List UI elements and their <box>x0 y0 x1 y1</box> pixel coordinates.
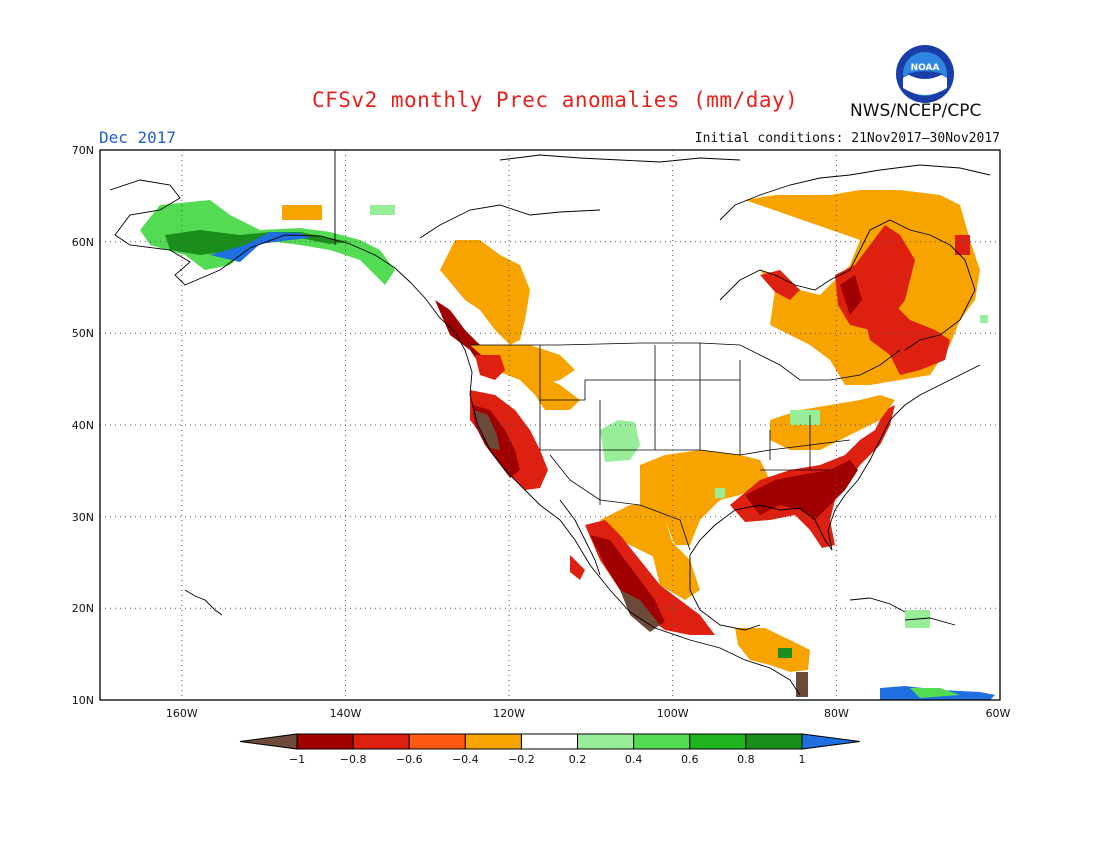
political-borders <box>470 342 901 551</box>
colorbar-tick-label: −1 <box>289 753 305 766</box>
colorbar: −1 −0.8 −0.6 −0.4 −0.2 0.2 0.4 0.6 0.8 1 <box>239 733 861 766</box>
logo-text: NOAA <box>911 63 940 73</box>
lat-label: 50N <box>72 327 94 340</box>
colorbar-tick-label: −0.8 <box>340 753 367 766</box>
colorbar-segment <box>352 733 410 750</box>
colorbar-tick-label: −0.2 <box>508 753 535 766</box>
colorbar-segment <box>296 733 354 750</box>
colorbar-segment <box>689 733 747 750</box>
colorbar-segment <box>408 733 466 750</box>
grid-lines <box>100 150 1000 700</box>
latitude-labels: 70N 60N 50N 40N 30N 20N 10N <box>72 144 94 707</box>
colorbar-tick-label: −0.6 <box>396 753 423 766</box>
colorbar-segment <box>520 733 579 750</box>
colorbar-tick-label: 1 <box>799 753 806 766</box>
noaa-logo-icon: NOAA <box>896 45 954 103</box>
coastlines <box>109 150 991 696</box>
map-frame <box>99 149 1001 701</box>
lat-label: 20N <box>72 602 94 615</box>
lat-label: 60N <box>72 236 94 249</box>
lon-label: 120W <box>493 707 525 720</box>
colorbar-tick-label: 0.6 <box>681 753 699 766</box>
agency-label: NWS/NCEP/CPC <box>850 101 982 121</box>
lat-label: 40N <box>72 419 94 432</box>
initial-conditions: Initial conditions: 21Nov2017–30Nov2017 <box>694 131 1000 146</box>
colorbar-segment <box>577 733 635 750</box>
colorbar-max-arrow <box>801 733 861 750</box>
colorbar-segment <box>745 733 803 750</box>
longitude-labels: 160W 140W 120W 100W 80W 60W <box>166 707 1011 720</box>
lon-label: 80W <box>824 707 849 720</box>
colorbar-tick-label: 0.2 <box>569 753 587 766</box>
colorbar-min-arrow <box>239 733 298 750</box>
lon-label: 140W <box>330 707 362 720</box>
lon-label: 60W <box>986 707 1011 720</box>
colorbar-segment <box>633 733 691 750</box>
lon-label: 160W <box>166 707 198 720</box>
lon-label: 100W <box>657 707 689 720</box>
chart-title: CFSv2 monthly Prec anomalies (mm/day) <box>312 88 799 112</box>
colorbar-tick-label: 0.8 <box>737 753 755 766</box>
colorbar-segment <box>464 733 522 750</box>
lat-label: 70N <box>72 144 94 157</box>
lat-label: 30N <box>72 511 94 524</box>
colorbar-tick-label: −0.4 <box>452 753 479 766</box>
colorbar-tick-label: 0.4 <box>625 753 643 766</box>
forecast-month: Dec 2017 <box>99 128 177 147</box>
lat-label: 10N <box>72 694 94 707</box>
